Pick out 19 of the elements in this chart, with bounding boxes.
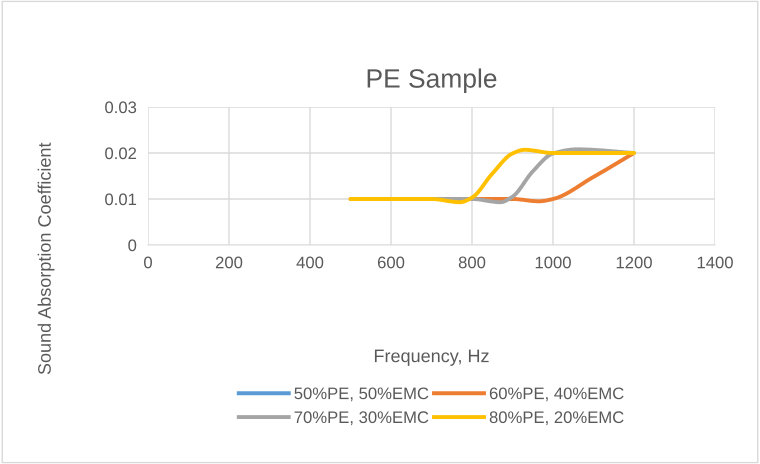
x-tick-label: 400 <box>296 256 324 268</box>
legend-label: 70%PE, 30%EMC <box>294 411 428 426</box>
y-tick-label: 0.02 <box>105 147 136 160</box>
y-tick-label: 0.01 <box>105 193 136 206</box>
x-tick-label: 200 <box>216 256 242 268</box>
chart-title: PE Sample <box>368 68 496 94</box>
y-axis-title: Sound Absorption Coefficient <box>38 142 54 374</box>
x-tick-label: 1400 <box>698 256 733 268</box>
x-axis-title: Frequency, Hz <box>374 350 489 366</box>
legend-label: 50%PE, 50%EMC <box>294 387 428 402</box>
x-tick-label: 600 <box>378 256 404 268</box>
y-tick-label: 0.03 <box>105 101 136 114</box>
legend-label: 60%PE, 40%EMC <box>490 387 624 402</box>
x-tick-label: 1000 <box>536 256 571 268</box>
x-tick-label: 800 <box>458 256 486 268</box>
legend-label: 80%PE, 20%EMC <box>490 411 624 426</box>
x-tick-label: 0 <box>144 256 152 268</box>
x-tick-label: 1200 <box>616 256 652 268</box>
y-tick-label: 0 <box>128 239 136 252</box>
